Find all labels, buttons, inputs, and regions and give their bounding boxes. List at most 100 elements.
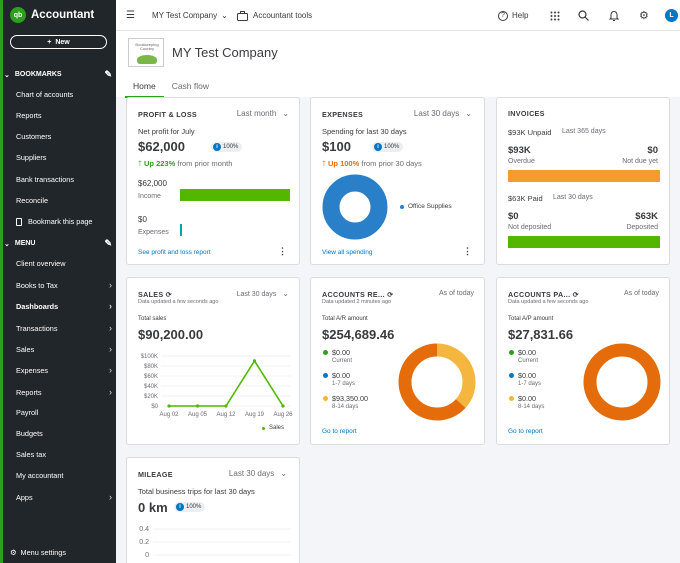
sidebar-item-dashboards[interactable]: Dashboards › (16, 301, 112, 311)
search-icon[interactable] (578, 0, 589, 31)
profit-loss-card: PROFIT & LOSS Last month ⌄ Net profit for… (126, 97, 300, 265)
expenses-donut[interactable] (322, 174, 388, 240)
sidebar-item-sales[interactable]: Sales › (16, 344, 112, 354)
income-bar[interactable] (180, 189, 290, 201)
status-badge[interactable]: i 100% (211, 142, 243, 152)
sales-point[interactable] (167, 404, 171, 408)
ar-report-link[interactable]: Go to report (322, 428, 357, 435)
overdue-bar[interactable] (508, 170, 660, 182)
tab-cash-flow[interactable]: Cash flow (171, 81, 210, 91)
expenses-bar[interactable] (180, 224, 182, 236)
sidebar-item-my-accountant[interactable]: My accountant (16, 471, 112, 480)
mileage-amount: 0 km (138, 500, 168, 515)
sidebar-item-reports[interactable]: Reports › (16, 387, 112, 397)
sales-point[interactable] (281, 404, 285, 408)
sidebar-item-bookmark-this-page[interactable]: Bookmark this page (16, 217, 112, 226)
range-label: Last 30 days (228, 469, 275, 478)
change-indicator: 🡑 Up 223% from prior month (138, 158, 232, 171)
sidebar-item-sales-tax[interactable]: Sales tax (16, 450, 112, 459)
sidebar-item-client-overview[interactable]: Client overview (16, 259, 112, 268)
view-spending-link[interactable]: View all spending (322, 249, 373, 256)
deposited-bar[interactable] (508, 236, 660, 248)
help-button[interactable]: ? Help (498, 0, 528, 31)
sidebar-item-payroll[interactable]: Payroll (16, 408, 112, 417)
legend-amount: $0.00 (518, 394, 536, 403)
ar-donut[interactable] (397, 342, 477, 422)
status-badge[interactable]: i 100% (372, 142, 404, 152)
more-options-icon[interactable]: ⋮ (463, 246, 472, 256)
legend-label: Sales (269, 425, 285, 431)
app-logo[interactable]: qb Accountant (10, 7, 94, 23)
settings-gear-icon[interactable]: ⚙ (639, 10, 649, 22)
card-title: ACCOUNTS RE... ⟳ (322, 290, 394, 299)
sales-point[interactable] (195, 404, 200, 408)
legend-1-7-days: $0.00 1-7 days (509, 371, 541, 387)
legend-dot (323, 350, 328, 355)
expenses-amount: $0 (138, 215, 147, 224)
pencil-icon[interactable]: ✎ (104, 69, 112, 79)
sidebar-item-customers[interactable]: Customers (16, 132, 52, 141)
pencil-icon[interactable]: ✎ (104, 238, 112, 248)
legend-label: Current (518, 358, 539, 364)
sidebar-item-budgets[interactable]: Budgets (16, 429, 112, 438)
ap-report-link[interactable]: Go to report (508, 428, 543, 435)
company-switcher[interactable]: MY Test Company ⌄ (152, 0, 228, 31)
sidebar: qb Accountant + New ⌄ BOOKMARKS ✎ Chart of … (0, 0, 116, 563)
x-tick-label: Aug 12 (216, 412, 236, 418)
menu-settings[interactable]: ⚙ Menu settings (10, 548, 66, 557)
apps-grid-icon[interactable] (550, 0, 560, 31)
donut-slice[interactable] (398, 343, 476, 421)
avatar[interactable]: L (665, 0, 678, 31)
dashboard-tabs: Home Cash flow (125, 79, 217, 98)
x-tick-label: Aug 02 (159, 412, 179, 418)
range-dropdown[interactable]: Last month ⌄ (237, 109, 289, 118)
sales-point[interactable] (224, 404, 228, 408)
sidebar-item-bank-transactions[interactable]: Bank transactions (16, 175, 75, 184)
notifications-bell-icon[interactable] (609, 0, 619, 31)
total-label: Total A/R amount (322, 316, 368, 322)
refresh-icon[interactable]: ⟳ (572, 290, 580, 299)
change-percent: Up 223% (144, 159, 176, 168)
chevron-down-icon: ⌄ (4, 240, 10, 248)
sidebar-item-transactions[interactable]: Transactions › (16, 323, 112, 333)
donut-slice[interactable] (583, 343, 661, 421)
legend-current: $0.00 Current (323, 348, 352, 364)
range-dropdown[interactable]: Last 30 days ⌄ (229, 469, 287, 478)
sidebar-item-suppliers[interactable]: Suppliers (16, 153, 47, 162)
range-dropdown[interactable]: Last 30 days ⌄ (414, 109, 472, 118)
bell-svg (609, 11, 619, 21)
data-updated: Data updated 2 minutes ago (322, 299, 392, 305)
more-options-icon[interactable]: ⋮ (278, 246, 287, 256)
refresh-icon[interactable]: ⟳ (387, 290, 394, 299)
legend-label: 8-14 days (518, 404, 545, 410)
y-tick-label: $40K (144, 384, 158, 390)
tab-home[interactable]: Home (125, 79, 164, 98)
sales-point[interactable] (252, 359, 257, 363)
collapse-menu-icon[interactable]: ☰ (126, 10, 135, 21)
sidebar-item-reports-bookmark[interactable]: Reports (16, 111, 42, 120)
refresh-icon[interactable]: ⟳ (165, 290, 173, 299)
plus-icon: + (47, 38, 52, 46)
donut-slice-office-supplies[interactable] (322, 174, 388, 240)
sidebar-item-reconcile[interactable]: Reconcile (16, 196, 49, 205)
sidebar-item-expenses[interactable]: Expenses › (16, 365, 112, 375)
y-tick-label: $20K (144, 394, 158, 400)
profit-loss-report-link[interactable]: See profit and loss report (138, 249, 211, 256)
status-badge[interactable]: i 100% (174, 502, 206, 512)
accountant-tools[interactable]: Accountant tools (237, 0, 312, 31)
overdue-label: Overdue (508, 158, 535, 165)
ap-donut[interactable] (582, 342, 662, 422)
range-dropdown[interactable]: Last 30 days ⌄ (237, 289, 289, 298)
new-button[interactable]: + New (10, 35, 107, 49)
bookmarks-header[interactable]: ⌄ BOOKMARKS ✎ (4, 69, 112, 80)
sales-series-line[interactable] (169, 359, 284, 407)
expenses-label: Expenses (138, 229, 169, 236)
menu-header[interactable]: ⌄ MENU ✎ (4, 238, 112, 249)
sidebar-item-apps[interactable]: Apps › (16, 492, 112, 502)
legend-label: 8-14 days (332, 404, 359, 410)
sidebar-item-chart-of-accounts[interactable]: Chart of accounts (16, 90, 74, 99)
sidebar-item-books-to-tax[interactable]: Books to Tax › (16, 280, 112, 290)
deposited-label: Deposited (626, 224, 658, 231)
accountant-tools-label: Accountant tools (253, 11, 313, 20)
